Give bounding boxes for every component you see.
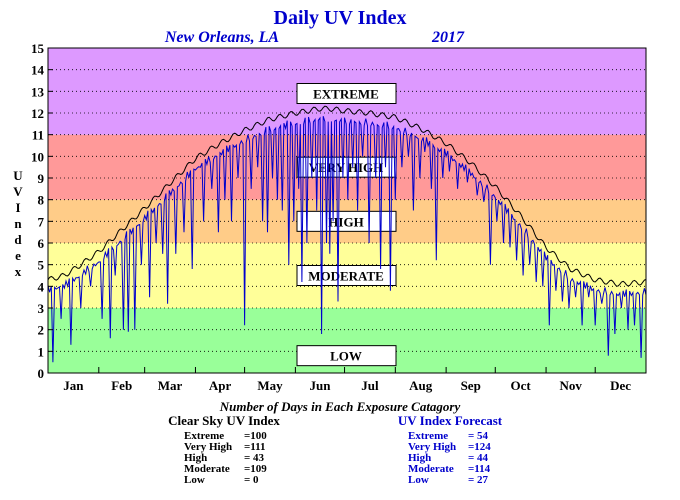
band-label-box <box>296 345 397 367</box>
x-tick-label-aug: Aug <box>409 378 433 393</box>
count-label-high: High <box>408 452 431 464</box>
count-value-very-high: =111 <box>244 441 266 453</box>
x-tick-label-feb: Feb <box>111 378 132 393</box>
y-tick-label: 13 <box>31 84 45 99</box>
x-tick-label-jan: Jan <box>63 378 84 393</box>
chart-year: 2017 <box>431 29 465 46</box>
y-axis-label-char: V <box>13 184 23 199</box>
count-value-high: = 43 <box>244 452 265 464</box>
x-tick-label-dec: Dec <box>610 378 631 393</box>
y-tick-label: 2 <box>38 323 45 338</box>
y-tick-label: 12 <box>31 106 44 121</box>
y-tick-label: 7 <box>38 214 45 229</box>
y-axis-label-char: x <box>15 264 22 279</box>
x-tick-label-oct: Oct <box>511 378 532 393</box>
x-tick-label-jun: Jun <box>309 378 331 393</box>
count-value-high: = 44 <box>468 452 489 464</box>
chart-location: New Orleans, LA <box>164 29 280 46</box>
band-label-extreme: EXTREME <box>296 83 397 104</box>
y-tick-label: 8 <box>38 193 45 208</box>
count-value-low: = 0 <box>244 474 259 486</box>
count-value-extreme: = 54 <box>468 430 489 442</box>
counts-annotation: Number of Days in Each Exposure Catagory <box>219 399 461 414</box>
y-tick-label: 14 <box>31 63 45 78</box>
count-label-moderate: Moderate <box>184 463 230 475</box>
x-axis: Jan Feb Mar Apr May Jun Jul Aug Sep Oct Nov Dec <box>47 367 631 393</box>
chart-title: Daily UV Index <box>274 7 407 29</box>
y-tick-label: 3 <box>38 301 45 316</box>
y-axis-label-char: U <box>13 168 23 183</box>
y-axis-label-char: I <box>15 200 20 215</box>
band-label-box <box>296 210 397 232</box>
band-label-text: MODERATE <box>308 269 384 284</box>
y-axis-label-char: n <box>14 216 22 231</box>
band-label-low: LOW <box>296 345 397 367</box>
count-label-low: Low <box>408 474 429 486</box>
series-lines <box>47 105 647 363</box>
count-label-extreme: Extreme <box>408 430 448 442</box>
forecast-counts-title: UV Index Forecast <box>398 413 503 428</box>
series-clear-sky-line <box>47 105 647 287</box>
x-tick-label-jul: Jul <box>361 378 379 393</box>
count-label-low: Low <box>184 474 205 486</box>
y-axis-label-char: e <box>15 248 21 263</box>
band-label-box <box>296 83 397 104</box>
y-tick-label: 9 <box>38 171 45 186</box>
count-label-extreme: Extreme <box>184 430 224 442</box>
x-tick-label-may: May <box>257 378 283 393</box>
count-label-moderate: Moderate <box>408 463 454 475</box>
count-value-extreme: =100 <box>244 430 267 442</box>
count-value-low: = 27 <box>468 474 489 486</box>
count-label-very-high: Very High <box>184 441 232 453</box>
forecast-counts: Extreme = 54 Very High =124 High = 44 Moderate… <box>408 430 491 486</box>
band-label-text: LOW <box>330 349 362 364</box>
plot-frame <box>47 47 647 374</box>
count-label-high: High <box>184 452 207 464</box>
y-tick-label: 1 <box>38 344 45 359</box>
y-axis-label-char: d <box>14 232 22 247</box>
y-tick-label: 0 <box>38 366 45 381</box>
clear-sky-counts-title: Clear Sky UV Index <box>168 413 280 428</box>
y-tick-label: 6 <box>38 236 45 251</box>
clear-sky-counts: Extreme =100 Very High =111 High = 43 Moderate… <box>184 430 267 486</box>
count-value-very-high: =124 <box>468 441 491 453</box>
band-label-text: EXTREME <box>313 87 379 102</box>
band-label-moderate: MODERATE <box>296 265 397 286</box>
y-tick-label: 11 <box>32 128 44 143</box>
series-forecast-line <box>47 116 647 363</box>
y-tick-label: 4 <box>38 279 45 294</box>
y-tick-label: 15 <box>31 41 45 56</box>
y-tick-label: 5 <box>38 258 45 273</box>
count-label-very-high: Very High <box>408 441 456 453</box>
x-tick-label-apr: Apr <box>209 378 232 393</box>
x-tick-label-nov: Nov <box>559 378 582 393</box>
x-tick-label-mar: Mar <box>158 378 183 393</box>
count-value-moderate: =114 <box>468 463 491 475</box>
x-tick-label-sep: Sep <box>461 378 481 393</box>
count-value-moderate: =109 <box>244 463 267 475</box>
y-tick-label: 10 <box>31 149 44 164</box>
